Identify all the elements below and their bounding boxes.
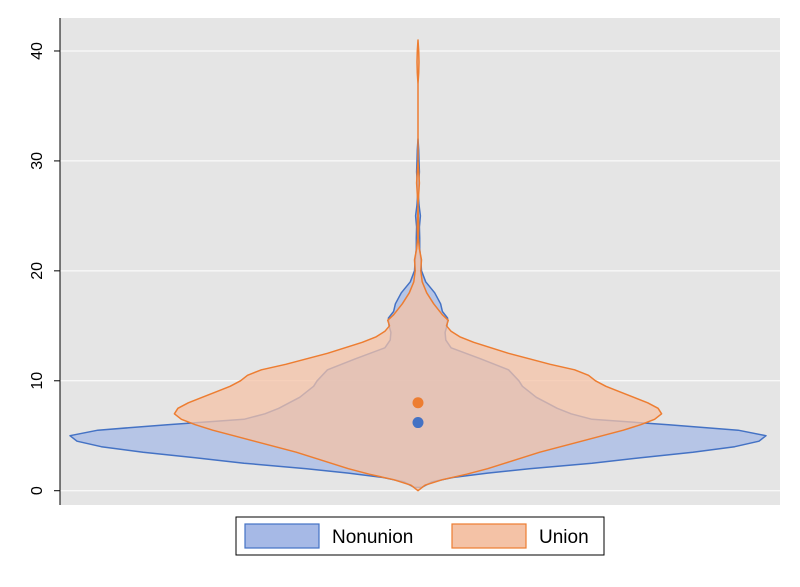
- legend-label-nonunion: Nonunion: [332, 527, 413, 548]
- y-tick-label: 30: [29, 152, 46, 170]
- violins: [69, 39, 767, 492]
- legend: Nonunion Union: [235, 516, 605, 556]
- y-tick-label: 10: [29, 372, 46, 390]
- median-marker-union: [412, 397, 424, 409]
- y-tick-label: 40: [29, 42, 46, 60]
- legend-swatch-union: [451, 523, 527, 549]
- y-tick-label: 0: [29, 486, 46, 495]
- y-tick-label: 20: [29, 262, 46, 280]
- median-marker-nonunion: [412, 417, 424, 429]
- legend-swatch-nonunion: [244, 523, 320, 549]
- median-markers: [412, 397, 424, 429]
- y-axis: 0 10 20 30 40: [29, 18, 61, 505]
- violin-union: [173, 39, 663, 492]
- legend-label-union: Union: [539, 527, 589, 548]
